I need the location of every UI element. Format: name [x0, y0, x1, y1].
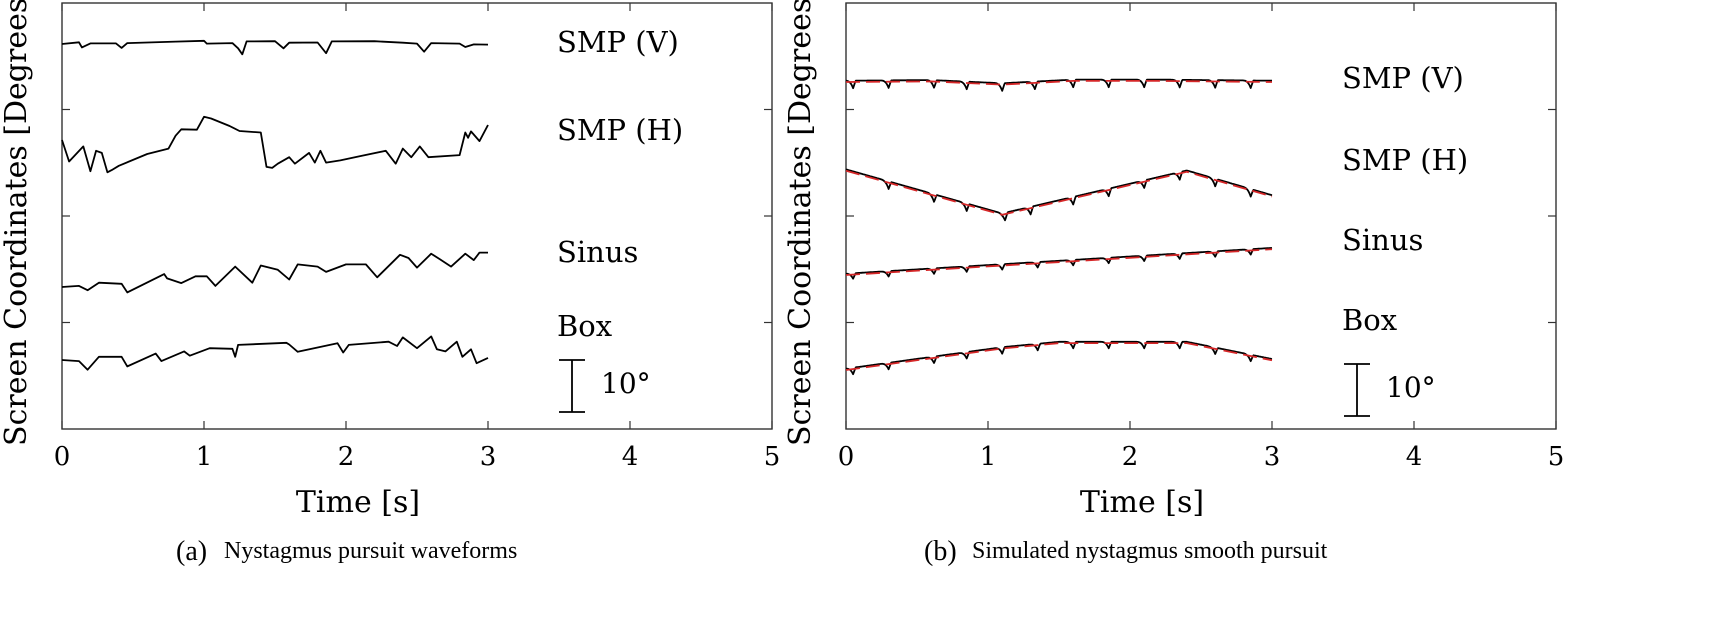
x-axis-label: Time [s]	[296, 485, 420, 520]
panel-a: 0 1 2 3 4 5 Time [s] Screen Coordinates [Degree…	[0, 0, 780, 567]
scale-bar-label: 10°	[1386, 371, 1436, 404]
series-line-1	[61, 39, 489, 56]
x-tick-label: 5	[764, 442, 781, 472]
series-label: SMP (H)	[557, 113, 683, 147]
x-tick-label: 3	[480, 442, 497, 472]
panel-b: 0 1 2 3 4 5 Time [s] Screen Coordinates [Degree…	[783, 0, 1564, 567]
y-axis-label: Screen Coordinates [Degrees]	[783, 0, 818, 446]
series-line-3	[61, 251, 488, 294]
series-label: Sinus	[1342, 223, 1423, 257]
x-tick-label: 1	[980, 442, 997, 472]
x-tick-label: 5	[1548, 442, 1565, 472]
x-tick-label: 3	[1264, 442, 1281, 472]
caption-text: Nystagmus pursuit waveforms	[224, 538, 517, 564]
x-tick-label: 0	[838, 442, 855, 472]
series-reference-1	[845, 80, 1273, 86]
series-label: Box	[1342, 303, 1397, 337]
series-line-4	[845, 340, 1273, 376]
caption-label: (a)	[176, 536, 207, 567]
y-axis-label: Screen Coordinates [Degrees]	[0, 0, 34, 446]
axes-frame	[61, 2, 773, 430]
x-tick-label: 1	[196, 442, 213, 472]
series-line-1	[845, 78, 1273, 92]
series-reference-4	[845, 342, 1273, 371]
scale-bar-label: 10°	[601, 367, 651, 400]
series-line-3	[845, 247, 1273, 280]
x-tick-label: 4	[1406, 442, 1423, 472]
x-tick-label: 0	[54, 442, 71, 472]
series-label: SMP (V)	[1342, 61, 1464, 95]
series-reference-2	[845, 169, 1273, 216]
series-label: SMP (V)	[557, 25, 679, 59]
series-label: SMP (H)	[1342, 143, 1468, 177]
series-line-2	[61, 115, 489, 174]
x-tick-label: 4	[622, 442, 639, 472]
series-reference-3	[845, 248, 1273, 276]
series-line-4	[61, 335, 489, 371]
caption-label: (b)	[924, 536, 957, 567]
x-tick-label: 2	[338, 442, 355, 472]
series-label: Sinus	[557, 235, 638, 269]
x-axis-label: Time [s]	[1080, 485, 1204, 520]
caption-text: Simulated nystagmus smooth pursuit	[972, 538, 1328, 564]
x-tick-label: 2	[1122, 442, 1139, 472]
series-line-2	[845, 168, 1273, 222]
series-label: Box	[557, 309, 612, 343]
